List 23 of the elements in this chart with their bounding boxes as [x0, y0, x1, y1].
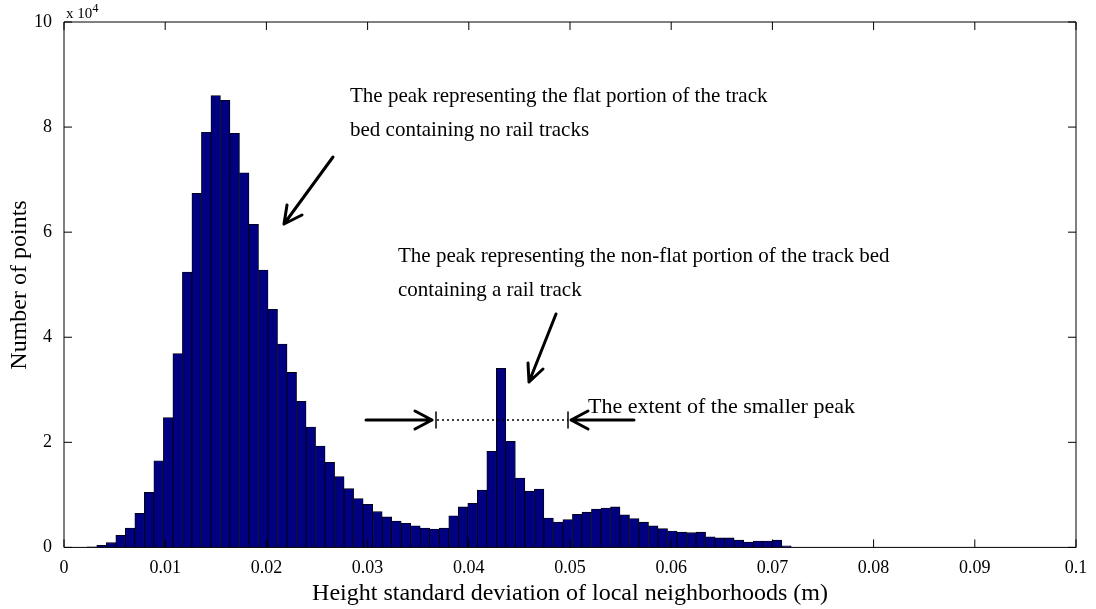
x-tick-label: 0.08 [857, 556, 890, 577]
x-tick-label: 0.07 [756, 556, 789, 577]
x-tick-label: 0.05 [554, 556, 586, 577]
text: x 10$^{4}$ [66, 0, 99, 22]
x-tick-label: 0.09 [959, 556, 991, 577]
x-tick-label: 0 [59, 556, 69, 577]
annotation: The peak representing the non-flat portion of the track bed containing a rail track [398, 242, 891, 303]
annotation: The extent of the smaller peak [588, 392, 855, 420]
x-tick-label: 0.1 [1064, 556, 1088, 577]
y-tick-label: 8 [43, 115, 52, 136]
x-tick-label: 0.06 [655, 556, 687, 577]
x-tick-label: 0.02 [250, 556, 283, 577]
y-tick-label: 0 [43, 536, 52, 557]
y-tick-label: 4 [43, 325, 52, 346]
y-tick-label: 2 [43, 431, 52, 452]
annotation: The peak representing the flat portion of the track bed containing no rail tracks [350, 82, 769, 143]
y-tick-label: 6 [43, 220, 52, 241]
x-tick-label: 0.01 [149, 556, 181, 577]
y-axis-title: Number of points [4, 199, 32, 372]
x-axis-title: Height standard deviation of local neighborhoods (m) [311, 578, 829, 606]
x-tick-label: 0.04 [453, 556, 485, 577]
x-tick-label: 0.03 [351, 556, 384, 577]
y-tick-label: 10 [34, 10, 52, 31]
